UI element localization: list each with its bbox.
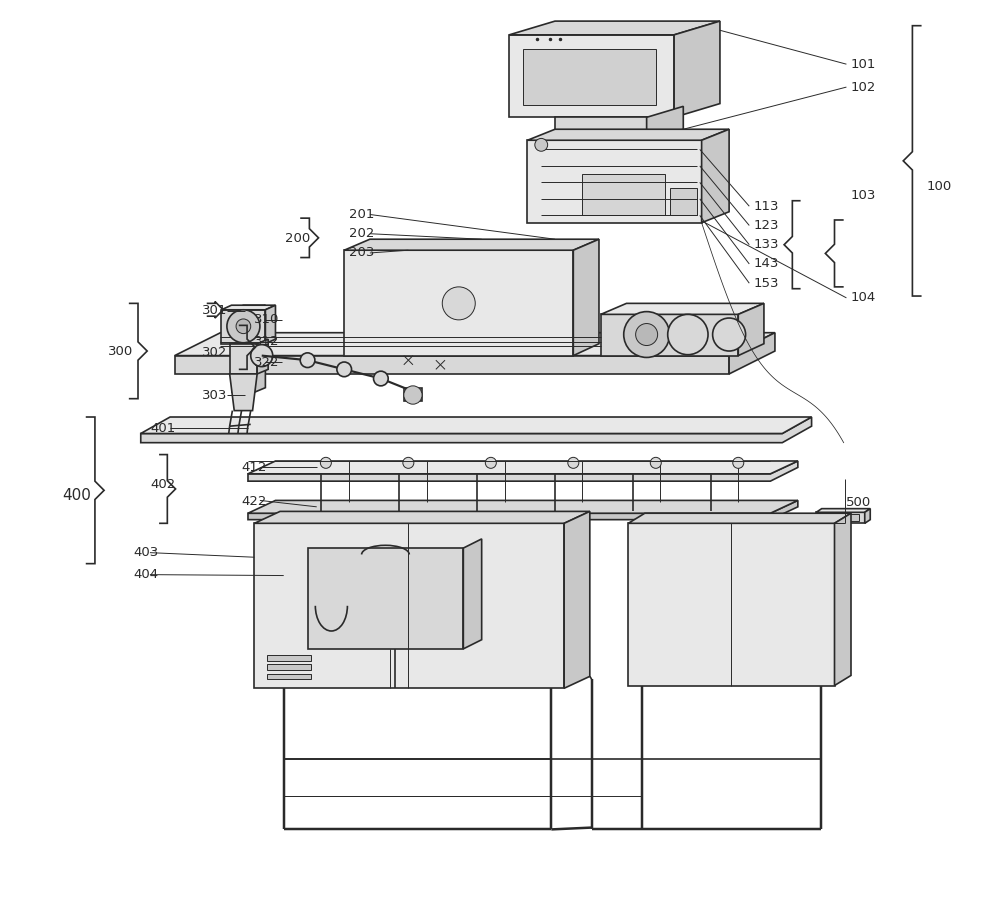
- Polygon shape: [254, 512, 590, 524]
- Text: 202: 202: [349, 227, 374, 241]
- Text: 203: 203: [349, 246, 374, 259]
- Polygon shape: [702, 129, 729, 223]
- Circle shape: [374, 372, 388, 385]
- Text: 104: 104: [851, 291, 876, 304]
- Polygon shape: [230, 344, 257, 374]
- Polygon shape: [175, 333, 775, 356]
- Polygon shape: [601, 303, 764, 314]
- Polygon shape: [555, 117, 647, 140]
- Polygon shape: [729, 333, 775, 374]
- Circle shape: [404, 385, 422, 404]
- Polygon shape: [674, 21, 720, 117]
- Polygon shape: [248, 461, 798, 474]
- Polygon shape: [509, 21, 720, 35]
- Text: 102: 102: [851, 80, 876, 94]
- Polygon shape: [647, 106, 683, 140]
- Text: 404: 404: [133, 568, 159, 581]
- Bar: [267, 674, 311, 680]
- Text: 123: 123: [754, 219, 779, 232]
- Polygon shape: [816, 509, 870, 513]
- Bar: [582, 174, 665, 216]
- Text: 100: 100: [926, 180, 951, 193]
- Circle shape: [668, 314, 708, 355]
- Bar: [523, 49, 656, 105]
- Circle shape: [442, 287, 475, 320]
- Circle shape: [485, 457, 496, 468]
- Text: 402: 402: [150, 479, 175, 491]
- Circle shape: [733, 457, 744, 468]
- Polygon shape: [141, 417, 812, 433]
- Polygon shape: [265, 305, 275, 344]
- Circle shape: [636, 324, 658, 346]
- Circle shape: [227, 310, 260, 343]
- Text: 422: 422: [242, 495, 267, 508]
- Polygon shape: [232, 310, 254, 392]
- Text: 113: 113: [754, 200, 779, 213]
- Polygon shape: [738, 303, 764, 356]
- Text: 403: 403: [133, 546, 159, 559]
- Polygon shape: [248, 501, 798, 520]
- Polygon shape: [257, 339, 268, 374]
- Text: 201: 201: [349, 208, 374, 221]
- Polygon shape: [344, 239, 599, 250]
- Circle shape: [650, 457, 661, 468]
- Polygon shape: [404, 387, 422, 401]
- Polygon shape: [221, 305, 275, 310]
- Polygon shape: [221, 310, 265, 344]
- Polygon shape: [230, 374, 257, 410]
- Bar: [670, 188, 697, 216]
- Circle shape: [568, 457, 579, 468]
- Polygon shape: [248, 501, 798, 514]
- Circle shape: [713, 318, 746, 351]
- Text: 500: 500: [846, 496, 872, 509]
- Text: 302: 302: [202, 347, 228, 360]
- Polygon shape: [463, 538, 482, 649]
- Polygon shape: [573, 239, 599, 356]
- Polygon shape: [344, 250, 573, 356]
- Polygon shape: [865, 509, 870, 524]
- Polygon shape: [175, 356, 729, 374]
- Circle shape: [251, 345, 273, 367]
- Text: 153: 153: [754, 277, 779, 290]
- Text: 143: 143: [754, 257, 779, 270]
- Text: 103: 103: [851, 189, 876, 202]
- Circle shape: [320, 457, 331, 468]
- Text: 310: 310: [254, 313, 280, 326]
- Polygon shape: [628, 514, 851, 524]
- Bar: [267, 665, 311, 670]
- Polygon shape: [527, 129, 729, 140]
- Circle shape: [337, 362, 352, 377]
- Bar: [267, 656, 311, 661]
- Text: 401: 401: [150, 421, 175, 434]
- Polygon shape: [254, 305, 265, 392]
- Circle shape: [624, 312, 670, 358]
- Polygon shape: [816, 513, 865, 524]
- Polygon shape: [601, 314, 738, 356]
- Polygon shape: [564, 512, 590, 689]
- Text: 322: 322: [254, 357, 280, 370]
- Circle shape: [236, 319, 251, 334]
- Polygon shape: [308, 548, 463, 649]
- Text: 133: 133: [754, 238, 779, 251]
- Circle shape: [535, 138, 548, 151]
- Text: 412: 412: [242, 461, 267, 474]
- Polygon shape: [835, 514, 851, 686]
- Polygon shape: [509, 35, 674, 117]
- Text: 303: 303: [202, 388, 228, 401]
- Text: 300: 300: [108, 345, 133, 358]
- Polygon shape: [628, 524, 835, 686]
- Circle shape: [403, 457, 414, 468]
- Text: 312: 312: [254, 336, 280, 349]
- Polygon shape: [141, 417, 812, 443]
- Circle shape: [300, 353, 315, 368]
- Polygon shape: [527, 140, 702, 223]
- Text: 101: 101: [851, 58, 876, 71]
- Bar: [823, 514, 859, 521]
- Polygon shape: [232, 305, 265, 310]
- Polygon shape: [254, 524, 564, 689]
- Text: 301: 301: [202, 304, 228, 317]
- Polygon shape: [248, 461, 798, 481]
- Text: 400: 400: [62, 489, 91, 503]
- Text: 200: 200: [285, 231, 310, 245]
